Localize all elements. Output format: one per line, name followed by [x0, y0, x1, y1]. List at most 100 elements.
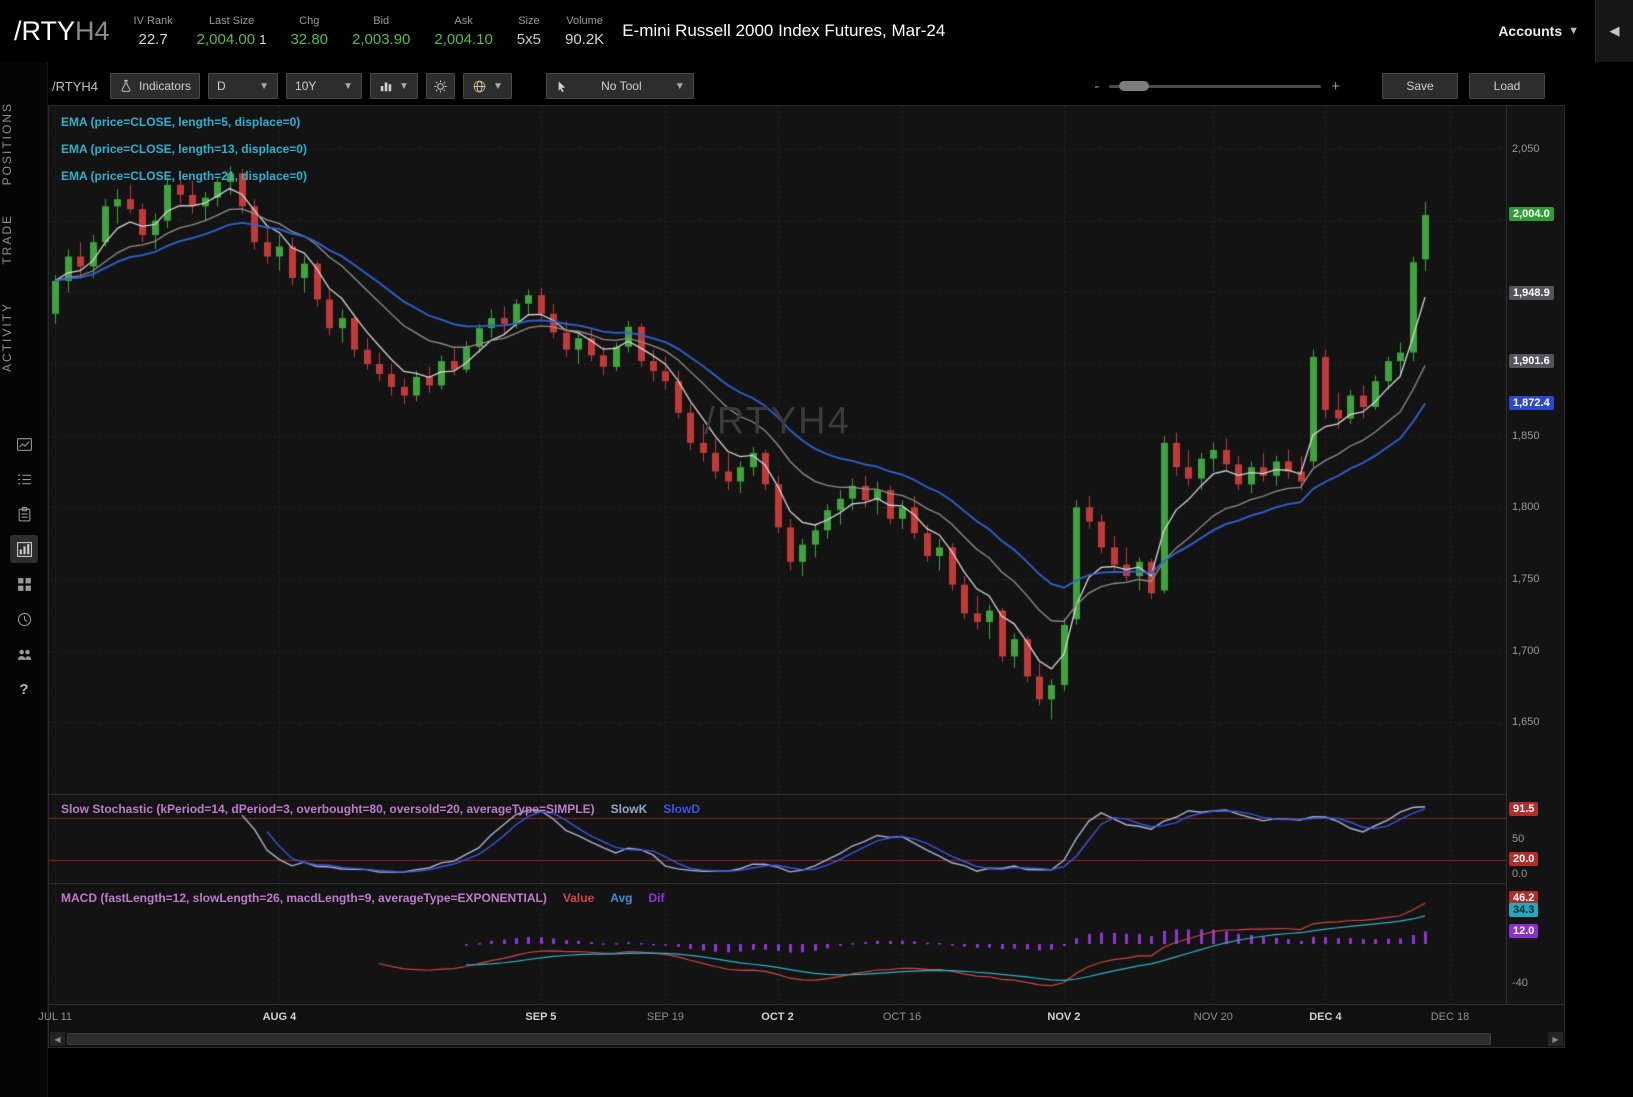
legend-slowd[interactable]: SlowD: [663, 802, 700, 816]
stat-value: 2,003.90: [352, 30, 411, 48]
legend-slowk[interactable]: SlowK: [610, 802, 648, 816]
list-icon[interactable]: [10, 465, 38, 493]
time-axis-label: SEP 5: [525, 1011, 557, 1023]
price-axis[interactable]: 2,050 1,850 1,800 1,750 1,700 1,650 2,004.0 1,9…: [1507, 106, 1565, 794]
legend-macd-avg[interactable]: Avg: [610, 891, 633, 905]
clipboard-icon[interactable]: [10, 500, 38, 528]
macd-axis[interactable]: -40 46.2 34.3 12.0: [1507, 884, 1565, 1004]
time-axis-label: OCT 16: [882, 1011, 922, 1023]
price-chart-canvas[interactable]: [49, 106, 1506, 794]
cursor-icon: [558, 80, 565, 92]
axis-tick-label: 2,050: [1512, 143, 1540, 155]
chart-doc-icon[interactable]: [10, 430, 38, 458]
stat-label: Chg: [299, 14, 320, 27]
range-dropdown[interactable]: 10Y ▼: [286, 73, 363, 99]
stat-value: 5x5: [516, 30, 541, 48]
axis-tick-label: 1,850: [1512, 429, 1540, 442]
stat-label: IV Rank: [133, 14, 173, 27]
price-pane[interactable]: /RTYH4 EMA (price=CLOSE, length=5, displ…: [49, 106, 1506, 794]
sidebar-icon-stack: ?: [0, 430, 48, 703]
globe-pattern-icon: [473, 80, 486, 92]
load-button[interactable]: Load: [1469, 73, 1545, 99]
zoom-out-button[interactable]: -: [1094, 77, 1100, 95]
stochastic-axis[interactable]: 50 0.0 91.5 20.0: [1507, 795, 1565, 883]
timeframe-dropdown[interactable]: D ▼: [208, 73, 279, 99]
stat-label: Size: [518, 14, 540, 27]
last-price: 2,004.00: [196, 30, 256, 48]
macd-pane[interactable]: MACD (fastLength=12, slowLength=26, macd…: [49, 884, 1506, 1004]
stat-label: Last Size: [208, 14, 255, 27]
pane-divider[interactable]: [49, 794, 1506, 795]
widgets-icon[interactable]: [10, 570, 38, 598]
question-mark-glyph: ?: [19, 680, 29, 698]
axis-value-badge: 12.0: [1509, 924, 1539, 939]
drawing-tool-dropdown[interactable]: No Tool ▼: [545, 73, 694, 99]
axis-value-badge: 1,901.6: [1509, 353, 1554, 368]
symbol-suffix: H4: [75, 15, 110, 46]
axis-value-badge: 34.3: [1509, 902, 1539, 917]
price-axis-column[interactable]: 2,050 1,850 1,800 1,750 1,700 1,650 2,004.0 1,9…: [1506, 106, 1564, 1004]
indicators-button[interactable]: Indicators: [110, 73, 201, 99]
sidebar-tab-positions[interactable]: POSITIONS: [0, 102, 14, 186]
axis-tick-label: -40: [1512, 976, 1528, 989]
chart-symbol-label[interactable]: /RTYH4: [52, 78, 98, 94]
study-label-ema13[interactable]: EMA (price=CLOSE, length=13, displace=0): [61, 142, 307, 156]
axis-value-badge: 91.5: [1509, 801, 1539, 816]
left-sidebar: POSITIONS TRADE ACTIVITY ?: [0, 62, 48, 1097]
chart-settings-button[interactable]: [425, 73, 455, 99]
pane-divider[interactable]: [49, 883, 1506, 884]
stochastic-canvas[interactable]: [49, 795, 1506, 883]
time-axis-label: NOV 20: [1193, 1011, 1233, 1023]
zoom-control: - +: [1094, 78, 1340, 95]
chart-grid-dropdown[interactable]: ▼: [462, 73, 512, 99]
study-label-macd[interactable]: MACD (fastLength=12, slowLength=26, macd…: [61, 891, 547, 905]
axis-value-badge: 20.0: [1509, 852, 1539, 867]
history-clock-icon[interactable]: [10, 605, 38, 633]
gear-icon: [434, 79, 447, 93]
stat-value: 2,004.00 1: [197, 31, 267, 48]
axis-value-badge: 1,872.4: [1509, 395, 1554, 410]
symbol-title: /RTYH4: [14, 16, 110, 47]
stat-value: 2,004.10: [434, 30, 493, 48]
help-icon[interactable]: ?: [10, 675, 38, 703]
flask-icon: [121, 79, 131, 92]
accounts-menu[interactable]: Accounts ▼: [1498, 23, 1579, 39]
sidebar-tab-trade[interactable]: TRADE: [0, 214, 14, 265]
stat-last-size: Last Size 2,004.00 1: [197, 15, 267, 48]
axis-tick-label: 1,700: [1512, 644, 1540, 657]
stat-iv-rank: IV Rank 22.7: [134, 15, 173, 48]
time-axis[interactable]: JUL 11 AUG 4 SEP 5 SEP 19 OCT 2 OCT 16 NOV 2 NO…: [38, 1004, 1564, 1030]
scrollbar-thumb[interactable]: [67, 1033, 1491, 1045]
macd-canvas[interactable]: [49, 884, 1506, 1004]
timeframe-value: D: [217, 79, 226, 93]
collapse-right-sidebar-button[interactable]: ◀: [1595, 0, 1633, 62]
chart-grid-icon[interactable]: [10, 535, 38, 563]
zoom-slider[interactable]: [1109, 80, 1322, 91]
axis-tick-label: 50: [1512, 833, 1525, 845]
legend-macd-value[interactable]: Value: [562, 891, 595, 905]
scroll-left-arrow[interactable]: ◀: [50, 1032, 65, 1046]
study-label-ema21[interactable]: EMA (price=CLOSE, length=21, displace=0): [61, 169, 307, 183]
study-label-stochastic[interactable]: Slow Stochastic (kPeriod=14, dPeriod=3, …: [61, 802, 595, 816]
save-button[interactable]: Save: [1382, 73, 1458, 99]
chevron-down-icon: ▼: [1568, 25, 1579, 37]
chevron-down-icon: ▼: [343, 80, 354, 92]
zoom-slider-thumb[interactable]: [1119, 80, 1150, 91]
chart-type-dropdown[interactable]: ▼: [370, 73, 418, 99]
legend-macd-dif[interactable]: Dif: [648, 891, 665, 905]
header: /RTYH4 IV Rank 22.7 Last Size 2,004.00 1…: [0, 0, 1633, 62]
scroll-right-arrow[interactable]: ▶: [1548, 1032, 1563, 1046]
sidebar-tab-activity[interactable]: ACTIVITY: [0, 302, 14, 373]
stat-label: Ask: [454, 14, 473, 27]
study-label-ema5[interactable]: EMA (price=CLOSE, length=5, displace=0): [61, 115, 301, 129]
chevron-down-icon: ▼: [399, 80, 409, 92]
bar-chart-icon: [380, 82, 392, 92]
axis-value-badge: 1,948.9: [1509, 285, 1554, 300]
stat-value: 90.2K: [564, 30, 605, 48]
share-users-icon[interactable]: [10, 640, 38, 668]
stochastic-pane[interactable]: Slow Stochastic (kPeriod=14, dPeriod=3, …: [49, 795, 1506, 883]
chevron-down-icon: ▼: [259, 80, 270, 92]
axis-tick-label: 1,750: [1512, 573, 1540, 585]
axis-value-badge: 2,004.0: [1509, 206, 1554, 221]
zoom-in-button[interactable]: +: [1331, 77, 1340, 95]
